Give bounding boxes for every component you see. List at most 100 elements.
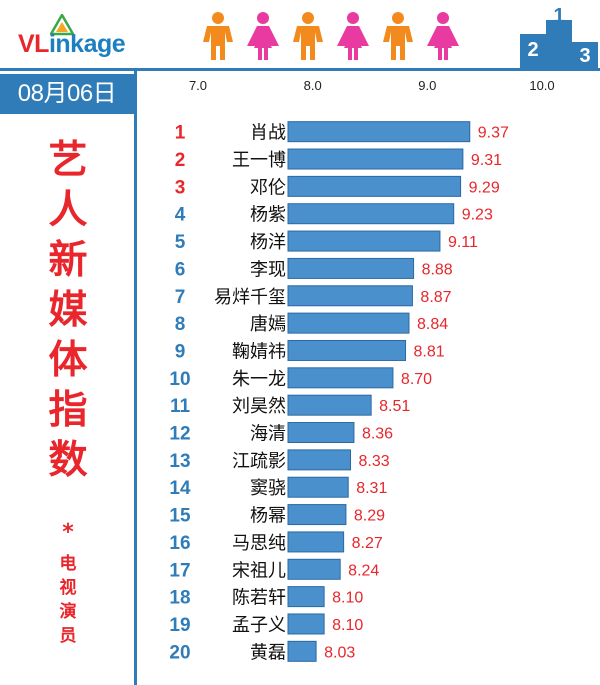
- category-label: 窦骁: [250, 478, 286, 499]
- data-label: 9.29: [469, 179, 500, 196]
- rank-label: 18: [169, 588, 190, 609]
- category-label: 杨紫: [250, 205, 286, 226]
- rank-label: 7: [175, 287, 186, 308]
- svg-text:2: 2: [527, 39, 538, 61]
- rank-label: 5: [175, 232, 186, 253]
- data-label: 8.70: [401, 371, 432, 388]
- rank-label: 15: [169, 506, 191, 527]
- data-label: 8.24: [348, 562, 379, 579]
- bar: [287, 613, 325, 635]
- side-title-char: 媒: [48, 288, 88, 333]
- x-tick-label: 9.0: [418, 78, 436, 93]
- category-label: 海清: [250, 424, 286, 445]
- male-figure-icon: [203, 12, 233, 60]
- data-label: 8.29: [354, 508, 385, 525]
- category-label: 李现: [250, 259, 286, 280]
- data-label: 8.51: [379, 398, 410, 415]
- rank-label: 13: [169, 451, 190, 472]
- bar: [287, 285, 413, 307]
- bar: [287, 586, 325, 608]
- category-label: 江疏影: [232, 451, 286, 472]
- x-tick-label: 8.0: [304, 78, 322, 93]
- vlinkage-logo: VLinkage: [18, 30, 126, 58]
- x-tick-label: 7.0: [189, 78, 207, 93]
- category-label: 杨洋: [250, 232, 286, 253]
- side-title-star: *: [62, 520, 74, 545]
- category-label: 黄磊: [250, 642, 286, 663]
- female-figure-icon: [247, 12, 279, 60]
- rank-label: 9: [175, 341, 186, 362]
- category-label: 朱一龙: [232, 369, 286, 390]
- bar: [287, 367, 394, 389]
- rank-label: 4: [175, 205, 186, 226]
- data-label: 8.87: [420, 289, 451, 306]
- rank-label: 2: [175, 150, 186, 171]
- side-subtitle-char: 电: [59, 554, 77, 574]
- side-title: 艺 人 新 媒 体 指 数: [46, 136, 90, 486]
- rank-label: 8: [175, 314, 186, 335]
- podium-icon: 2 1 3: [520, 8, 598, 68]
- bar: [287, 339, 407, 361]
- side-subtitle-char: 视: [59, 578, 77, 598]
- side-title-char: 新: [48, 238, 88, 283]
- bar: [287, 449, 352, 471]
- rank-label: 1: [175, 123, 186, 144]
- data-label: 8.10: [332, 590, 363, 607]
- vlinkage-logo-icon: [50, 14, 74, 36]
- side-title-char: 数: [48, 438, 88, 483]
- svg-text:1: 1: [553, 8, 564, 27]
- side-title-char: 艺: [48, 138, 88, 183]
- bar: [287, 422, 355, 444]
- bar: [287, 203, 455, 225]
- data-label: 9.23: [462, 207, 493, 224]
- people-icons: [203, 12, 459, 60]
- category-label: 杨幂: [250, 506, 286, 527]
- rank-label: 14: [169, 478, 191, 499]
- category-label: 孟子义: [232, 615, 286, 636]
- bar: [287, 558, 341, 580]
- rank-label: 16: [169, 533, 190, 554]
- rank-label: 10: [169, 369, 190, 390]
- category-label: 唐嫣: [250, 314, 286, 335]
- category-label: 鞠婧祎: [232, 341, 286, 362]
- data-label: 9.11: [448, 234, 478, 251]
- x-tick-label: 10.0: [529, 78, 554, 93]
- side-title-char: 体: [48, 338, 88, 383]
- category-label: 刘昊然: [232, 396, 286, 417]
- date-label: 08月06日: [0, 74, 134, 114]
- svg-text:3: 3: [579, 45, 590, 67]
- category-label: 肖战: [250, 123, 286, 144]
- data-label: 8.03: [324, 644, 355, 661]
- bar: [287, 257, 415, 279]
- category-label: 陈若轩: [232, 588, 286, 609]
- bar: [287, 121, 471, 143]
- bar: [287, 504, 347, 526]
- header: VLinkage 2 1 3: [0, 0, 600, 68]
- data-label: 9.31: [471, 152, 502, 169]
- bar: [287, 394, 372, 416]
- data-label: 8.88: [422, 261, 453, 278]
- header-divider: [0, 68, 600, 71]
- side-subtitle-char: 员: [59, 626, 77, 646]
- rank-label: 3: [175, 177, 186, 198]
- data-label: 8.84: [417, 316, 448, 333]
- category-label: 邓伦: [250, 177, 286, 198]
- male-figure-icon: [383, 12, 413, 60]
- data-label: 8.10: [332, 617, 363, 634]
- rank-label: 11: [170, 396, 191, 417]
- side-subtitle: 电 视 演 员: [46, 552, 90, 648]
- female-figure-icon: [337, 12, 369, 60]
- data-label: 8.27: [352, 535, 383, 552]
- bar: [287, 312, 410, 334]
- data-label: 8.81: [414, 343, 445, 360]
- rank-label: 6: [175, 259, 186, 280]
- bar: [287, 640, 317, 662]
- male-figure-icon: [293, 12, 323, 60]
- female-figure-icon: [427, 12, 459, 60]
- side-title-char: 人: [48, 188, 88, 233]
- side-subtitle-char: 演: [59, 602, 77, 622]
- category-label: 易烊千玺: [214, 287, 286, 308]
- bar: [287, 531, 345, 553]
- bar: [287, 175, 462, 197]
- bar: [287, 476, 349, 498]
